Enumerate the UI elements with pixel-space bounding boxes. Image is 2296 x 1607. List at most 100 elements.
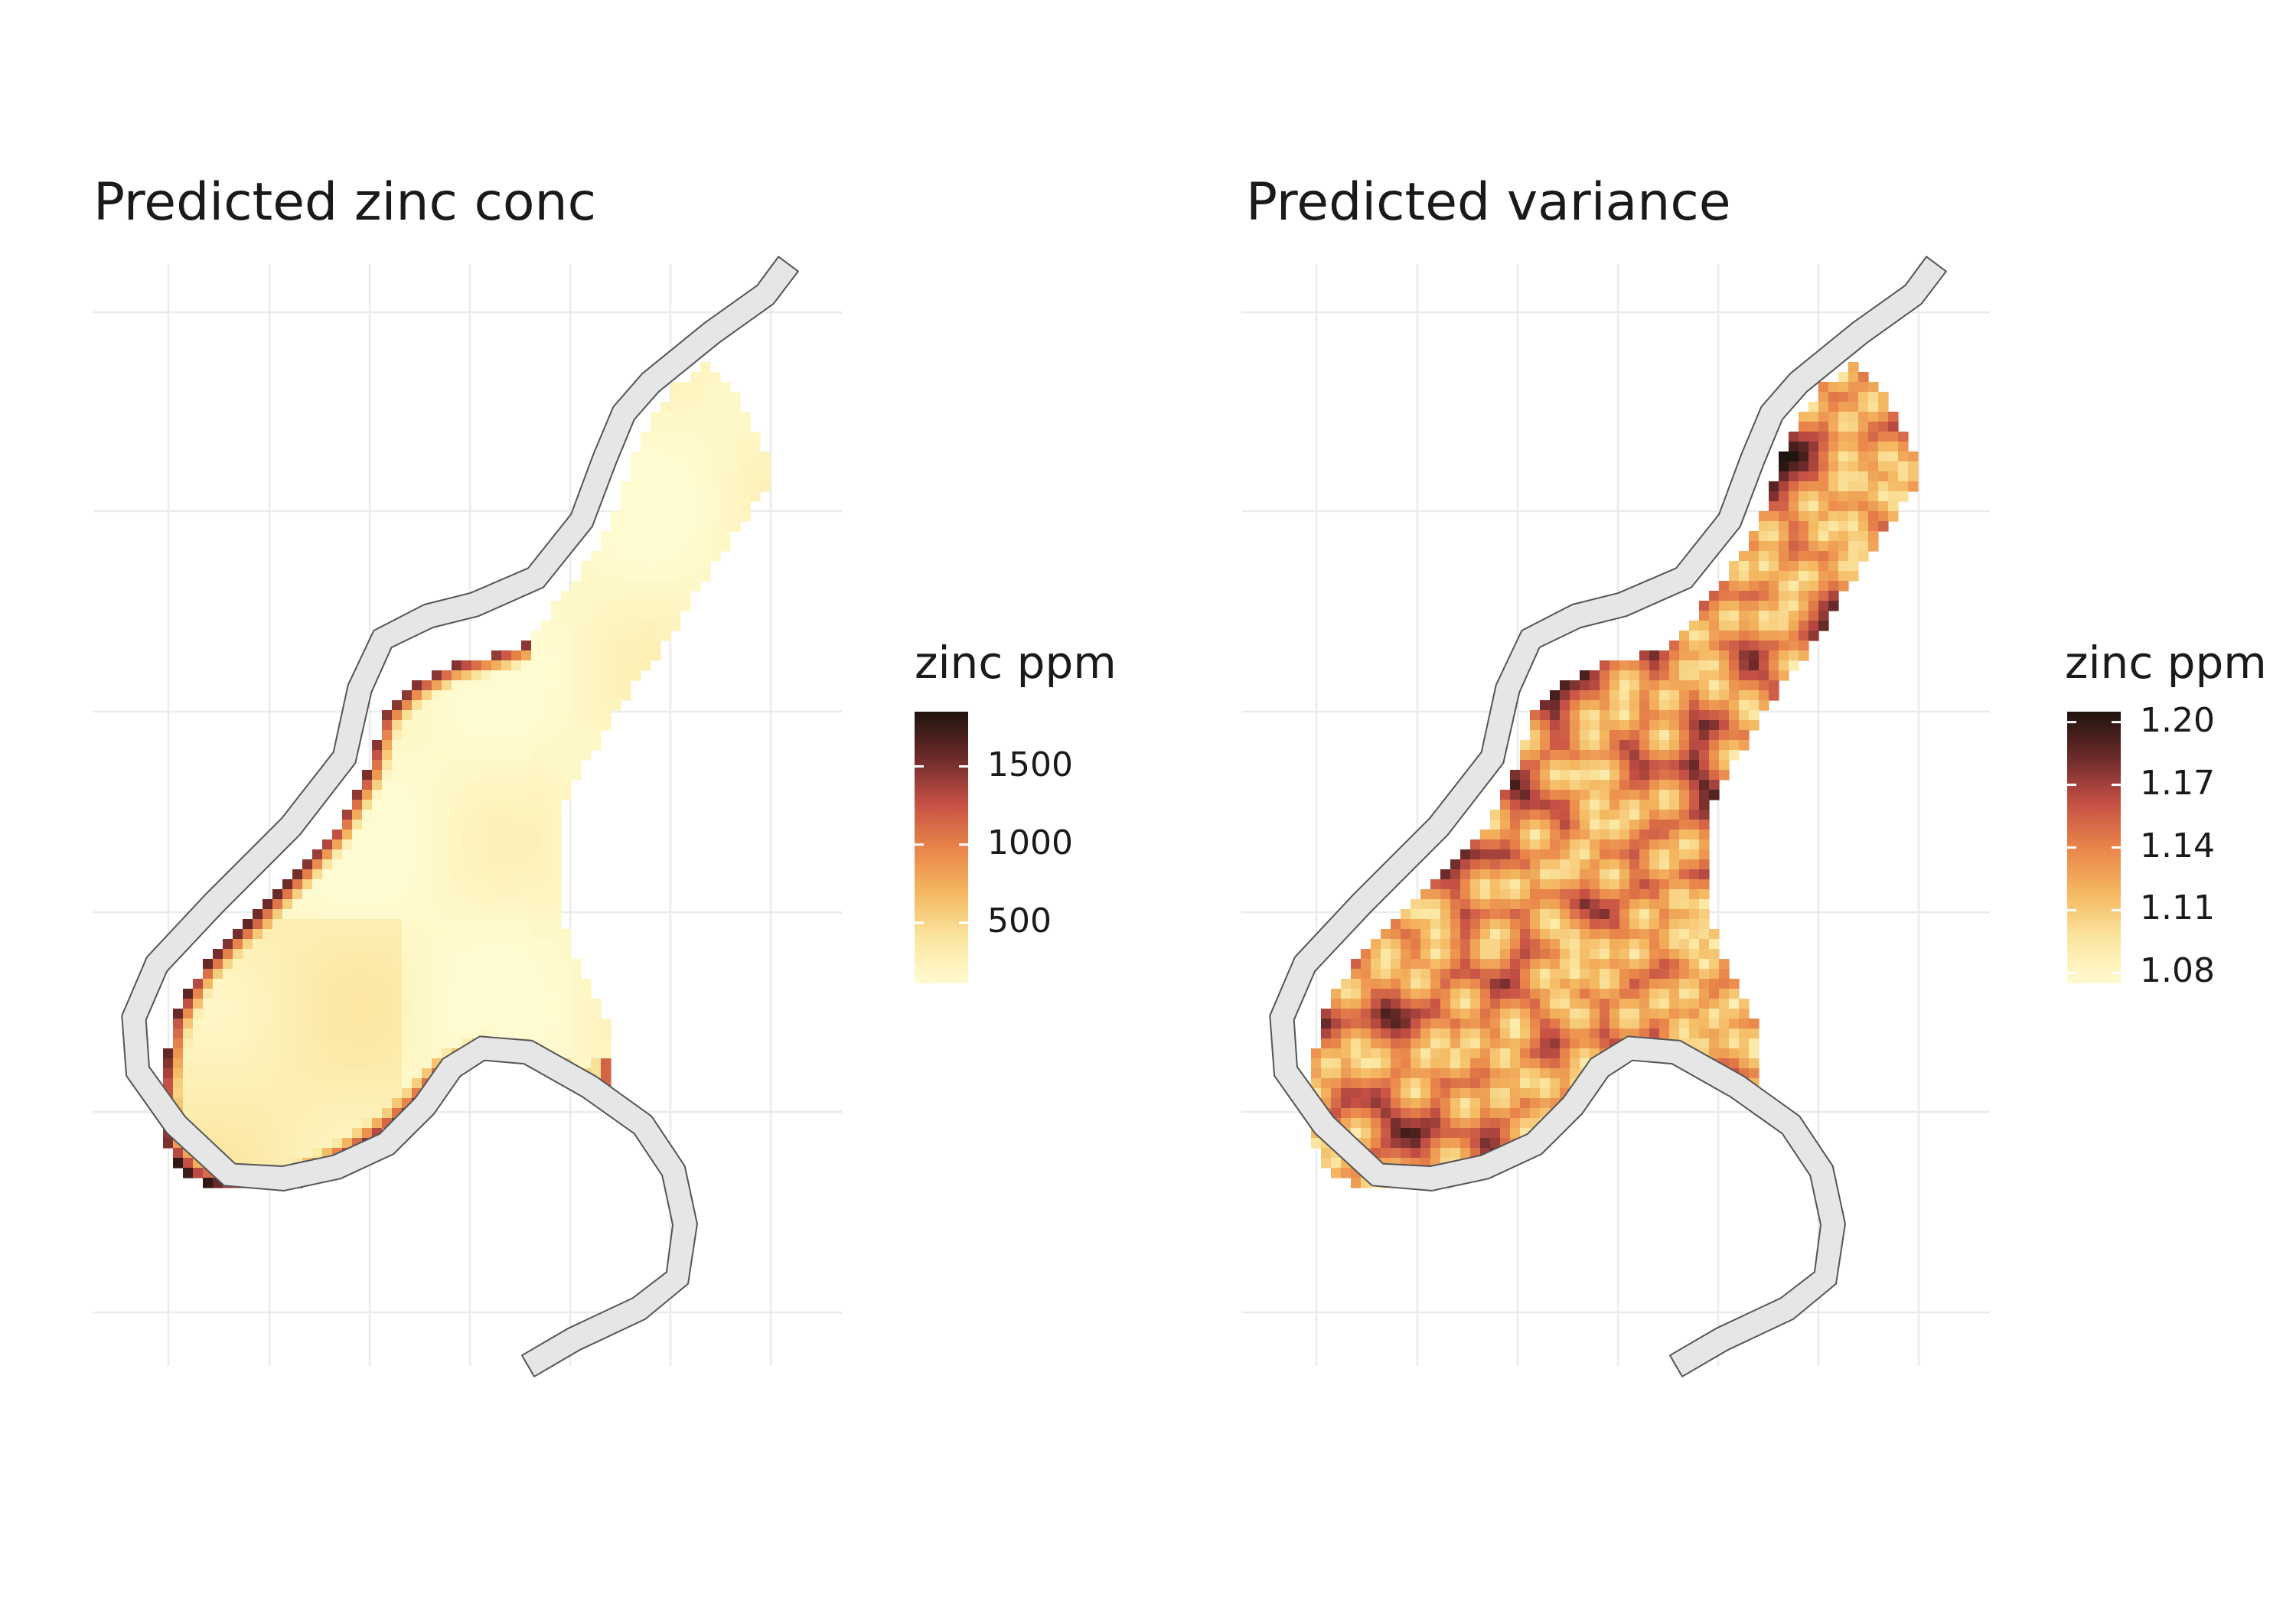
raster-cell xyxy=(1699,800,1710,810)
raster-cell xyxy=(591,740,602,751)
raster-cell xyxy=(471,700,482,711)
raster-cell xyxy=(402,760,413,771)
raster-cell xyxy=(461,849,472,860)
raster-cell xyxy=(1590,839,1600,850)
raster-cell xyxy=(1391,1038,1401,1049)
raster-cell xyxy=(541,869,552,880)
raster-cell xyxy=(1659,680,1670,691)
raster-cell xyxy=(1470,1038,1481,1049)
raster-cell xyxy=(1540,1028,1551,1039)
raster-cell xyxy=(491,989,502,999)
raster-cell xyxy=(1510,899,1521,910)
raster-cell xyxy=(1500,1088,1511,1099)
raster-cell xyxy=(1430,1088,1441,1099)
raster-cell xyxy=(1550,899,1561,910)
raster-cell xyxy=(1739,730,1750,741)
raster-cell xyxy=(1689,631,1700,641)
raster-cell xyxy=(591,591,602,601)
raster-cell xyxy=(461,1009,472,1019)
raster-cell xyxy=(1530,839,1541,850)
raster-cell xyxy=(461,710,472,721)
raster-cell xyxy=(1749,690,1760,701)
raster-cell xyxy=(173,1058,184,1069)
raster-cell xyxy=(1450,979,1461,989)
raster-cell xyxy=(591,650,602,661)
raster-cell xyxy=(1520,1098,1531,1109)
raster-cell xyxy=(1470,869,1481,880)
raster-cell xyxy=(571,650,582,661)
raster-cell xyxy=(1430,959,1441,970)
raster-cell xyxy=(611,680,621,691)
raster-cell xyxy=(1490,1009,1501,1019)
raster-cell xyxy=(1371,969,1381,980)
raster-cell xyxy=(392,710,403,721)
raster-cell xyxy=(1789,581,1799,592)
raster-cell xyxy=(402,899,413,910)
raster-cell xyxy=(1570,999,1580,1009)
raster-cell xyxy=(362,1019,373,1029)
raster-cell xyxy=(631,471,641,482)
raster-cell xyxy=(1649,989,1660,999)
raster-cell xyxy=(432,700,442,711)
raster-cell xyxy=(402,790,413,800)
raster-cell xyxy=(213,1048,223,1059)
raster-cell xyxy=(422,1068,432,1079)
raster-cell xyxy=(193,979,204,989)
raster-cell xyxy=(1600,879,1610,890)
raster-cell xyxy=(292,989,303,999)
raster-cell xyxy=(203,1028,214,1039)
raster-cell xyxy=(1699,949,1710,960)
raster-cell xyxy=(631,611,641,621)
raster-cell xyxy=(561,1019,572,1029)
raster-cell xyxy=(481,939,492,950)
raster-cell xyxy=(461,989,472,999)
raster-cell xyxy=(1659,720,1670,731)
raster-cell xyxy=(302,1138,313,1149)
raster-cell xyxy=(750,481,761,492)
raster-cell xyxy=(382,979,393,989)
raster-cell xyxy=(1450,1088,1461,1099)
raster-cell xyxy=(541,949,552,960)
raster-cell xyxy=(1749,1058,1760,1069)
raster-cell xyxy=(491,680,502,691)
raster-cell xyxy=(1560,780,1570,790)
raster-cell xyxy=(263,1068,273,1079)
raster-cell xyxy=(1401,1118,1411,1129)
raster-cell xyxy=(471,909,482,920)
raster-cell xyxy=(1878,402,1889,412)
raster-cell xyxy=(551,979,562,989)
raster-cell xyxy=(461,999,472,1009)
raster-cell xyxy=(461,979,472,989)
raster-cell xyxy=(1808,581,1819,592)
raster-cell xyxy=(402,999,413,1009)
raster-cell xyxy=(561,790,572,800)
raster-cell xyxy=(1659,710,1670,721)
raster-cell xyxy=(312,1138,323,1149)
raster-cell xyxy=(1799,461,1809,472)
raster-cell xyxy=(213,1078,223,1089)
raster-cell xyxy=(1689,909,1700,920)
raster-cell xyxy=(442,849,452,860)
raster-cell xyxy=(233,1028,243,1039)
raster-cell xyxy=(670,611,681,621)
raster-cell xyxy=(372,1058,383,1069)
raster-cell xyxy=(1669,839,1680,850)
raster-cell xyxy=(541,879,552,890)
raster-cell xyxy=(1540,879,1551,890)
raster-cell xyxy=(1759,561,1769,572)
raster-cell xyxy=(1480,889,1491,900)
raster-cell xyxy=(1590,919,1600,930)
raster-cell xyxy=(1729,641,1740,651)
raster-cell xyxy=(1361,999,1371,1009)
raster-cell xyxy=(651,650,661,661)
raster-cell xyxy=(481,670,492,681)
raster-cell xyxy=(1659,839,1670,850)
raster-cell xyxy=(1848,422,1859,432)
raster-cell xyxy=(511,690,522,701)
raster-cell xyxy=(292,949,303,960)
raster-cell xyxy=(1550,790,1561,800)
raster-cell xyxy=(372,820,383,830)
raster-cell xyxy=(372,1088,383,1099)
raster-cell xyxy=(233,959,243,970)
raster-cell xyxy=(1530,1088,1541,1099)
